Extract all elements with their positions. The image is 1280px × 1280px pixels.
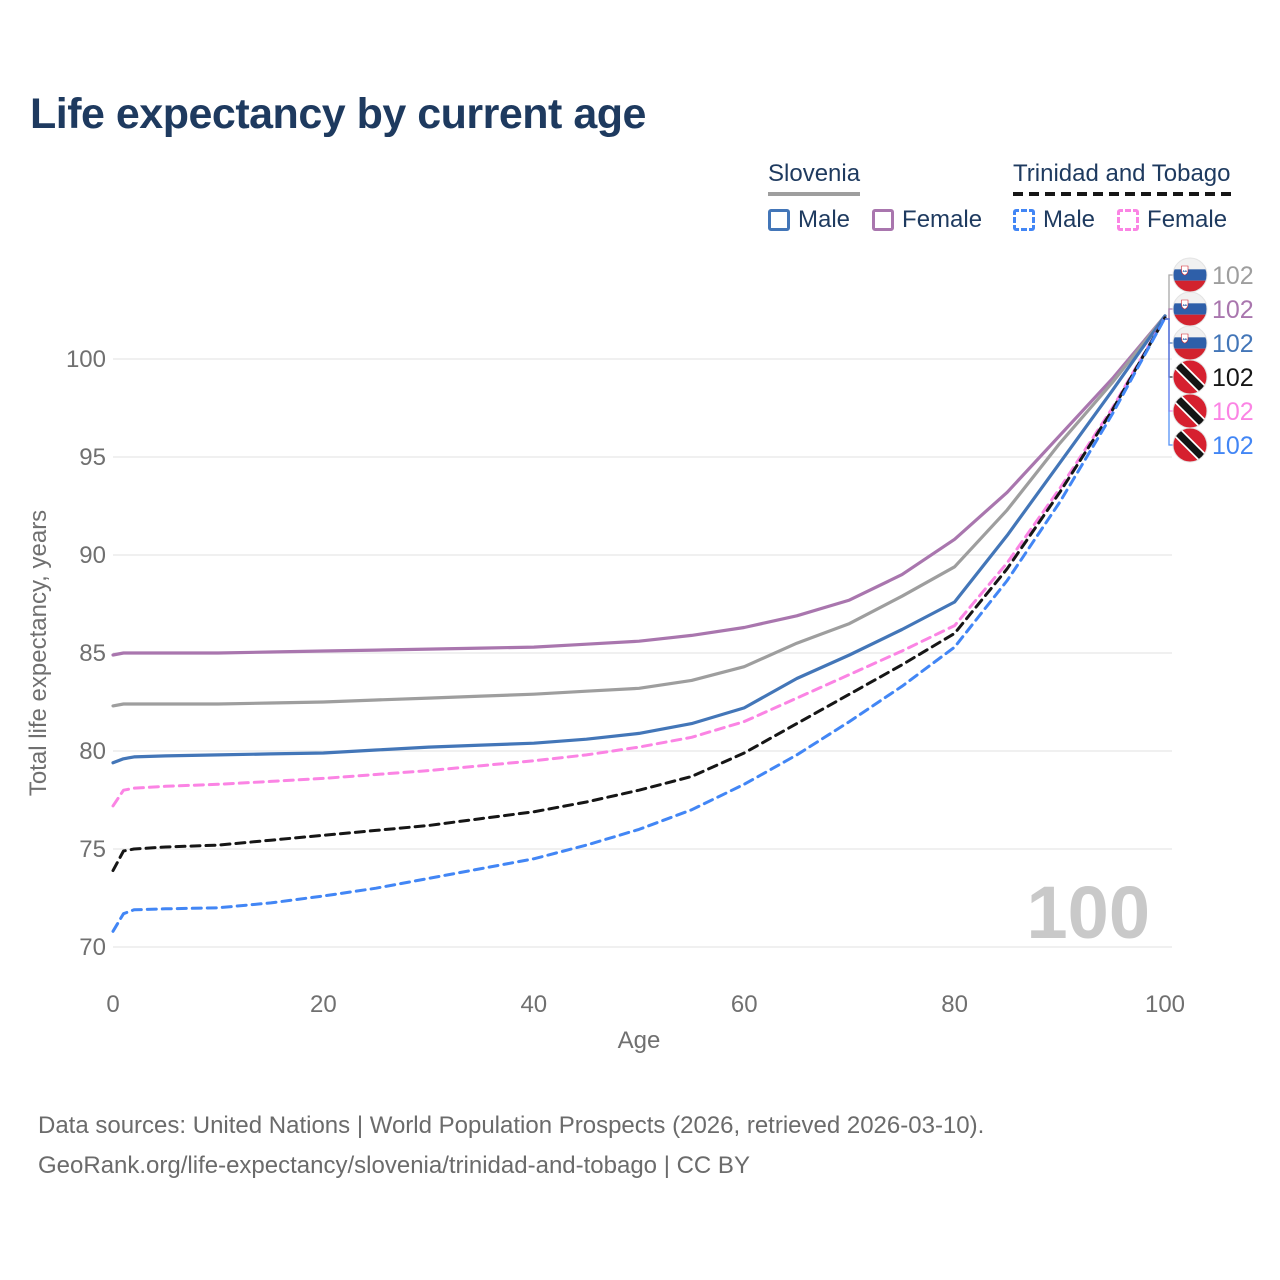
trinidad-and-tobago-female-swatch bbox=[1117, 209, 1140, 231]
y-tick-label: 80 bbox=[79, 738, 106, 765]
y-tick-label: 100 bbox=[66, 346, 106, 373]
legend-item-label: Male bbox=[1043, 206, 1096, 233]
trinidad-and-tobago-underline-swatch bbox=[1013, 192, 1231, 196]
page-title: Life expectancy by current age bbox=[30, 90, 646, 138]
end-value-label: 102 bbox=[1212, 364, 1254, 392]
x-tick-label: 100 bbox=[1145, 991, 1185, 1018]
series-line-slovenia-total bbox=[111, 314, 1167, 708]
series-line-trinidad-and-tobago-total bbox=[111, 316, 1167, 873]
slovenia-underline-swatch bbox=[768, 192, 861, 196]
attribution-text: GeoRank.org/life-expectancy/slovenia/tri… bbox=[38, 1152, 750, 1179]
y-tick-label: 85 bbox=[79, 640, 106, 667]
x-axis-title: Age bbox=[618, 1027, 661, 1054]
flag-border bbox=[1172, 427, 1208, 463]
y-tick-label: 90 bbox=[79, 542, 106, 569]
slovenia-flag-icon bbox=[1173, 292, 1207, 326]
legend-item-trinidad-and-tobago-male[interactable]: Male bbox=[1013, 206, 1095, 234]
x-tick-label: 20 bbox=[310, 991, 337, 1018]
end-value-label: 102 bbox=[1212, 432, 1254, 460]
trinidad-and-tobago-flag-icon bbox=[1173, 428, 1207, 462]
legend-group-slovenia: Slovenia Male Female bbox=[768, 160, 982, 234]
x-tick-label: 60 bbox=[731, 991, 758, 1018]
series-line-trinidad-and-tobago-male bbox=[111, 316, 1167, 933]
x-tick-label: 40 bbox=[520, 991, 547, 1018]
y-tick-label: 70 bbox=[79, 934, 106, 961]
legend-item-trinidad-and-tobago-female[interactable]: Female bbox=[1117, 206, 1227, 234]
legend-item-slovenia-female[interactable]: Female bbox=[872, 206, 982, 234]
trinidad-and-tobago-flag-icon bbox=[1173, 394, 1207, 428]
y-tick-label: 75 bbox=[79, 836, 106, 863]
age-counter-watermark: 100 bbox=[1026, 871, 1150, 954]
x-tick-label: 80 bbox=[941, 991, 968, 1018]
legend-item-label: Female bbox=[902, 206, 983, 233]
legend-group-trinidad-and-tobago: Trinidad and Tobago Male Female bbox=[1013, 160, 1231, 234]
legend-country-trinidad-and-tobago: Trinidad and Tobago bbox=[1013, 160, 1231, 187]
end-label-connector bbox=[1165, 318, 1176, 412]
series-line-slovenia-male bbox=[111, 314, 1167, 765]
series-line-slovenia-female bbox=[111, 314, 1167, 657]
x-tick-label: 0 bbox=[106, 991, 119, 1018]
slovenia-male-swatch bbox=[768, 209, 790, 231]
slovenia-flag-icon bbox=[1173, 258, 1207, 292]
y-axis-title: Total life expectancy, years bbox=[25, 510, 52, 796]
end-value-label: 102 bbox=[1212, 262, 1254, 290]
trinidad-and-tobago-male-swatch bbox=[1013, 209, 1035, 231]
trinidad-and-tobago-flag-icon bbox=[1173, 360, 1207, 394]
footer: Data sources: United Nations | World Pop… bbox=[38, 1106, 984, 1186]
slovenia-flag-icon bbox=[1173, 326, 1207, 360]
series-line-trinidad-and-tobago-female bbox=[111, 316, 1167, 808]
legend-item-label: Male bbox=[798, 206, 851, 233]
end-value-label: 102 bbox=[1212, 330, 1254, 358]
end-value-label: 102 bbox=[1212, 296, 1254, 324]
legend-country-slovenia: Slovenia bbox=[768, 160, 861, 187]
y-tick-label: 95 bbox=[79, 444, 106, 471]
legend-item-slovenia-male[interactable]: Male bbox=[768, 206, 850, 234]
slovenia-female-swatch bbox=[872, 209, 895, 231]
data-sources-text: Data sources: United Nations | World Pop… bbox=[38, 1112, 985, 1139]
legend-item-label: Female bbox=[1147, 206, 1228, 233]
end-value-label: 102 bbox=[1212, 398, 1254, 426]
